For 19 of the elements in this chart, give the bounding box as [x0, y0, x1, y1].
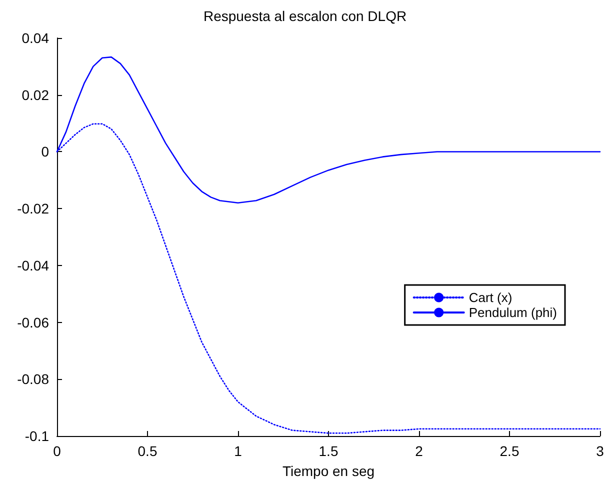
- y-tick-label: -0.08: [17, 371, 50, 388]
- x-tick-label: 2.5: [500, 443, 520, 459]
- legend-label: Pendulum (phi): [468, 305, 557, 320]
- y-tick-label: -0.06: [17, 314, 50, 330]
- x-tick-label: 1: [234, 443, 242, 459]
- y-tick-label: 0.02: [22, 86, 50, 103]
- x-tick-label: 1.5: [318, 443, 338, 459]
- x-tick-label: 3: [596, 443, 604, 459]
- y-tick-label: -0.1: [24, 428, 50, 444]
- y-tick-label: -0.02: [17, 200, 50, 217]
- y-tick-label: 0: [41, 144, 50, 160]
- y-tick-label: -0.04: [17, 257, 50, 274]
- x-tick-label: 2: [415, 443, 424, 459]
- chart-title: Respuesta al escalon con DLQR: [203, 8, 407, 24]
- x-tick-label: 0: [53, 443, 62, 459]
- x-axis-title: Tiempo en seg: [282, 463, 375, 479]
- y-tick-label: 0.04: [22, 30, 50, 46]
- x-tick-label: 0.5: [138, 443, 158, 459]
- legend-label: Cart (x): [468, 290, 512, 305]
